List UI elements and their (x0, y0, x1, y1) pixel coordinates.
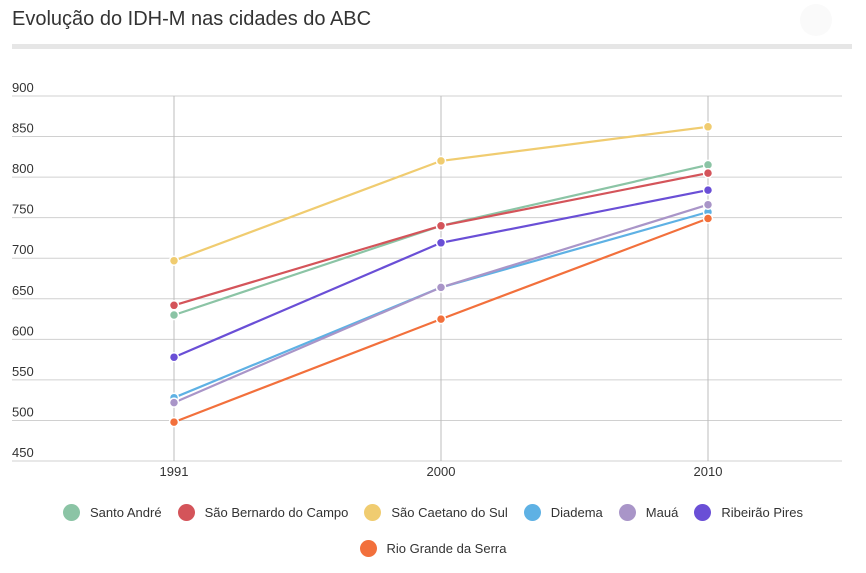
menu-indicator (800, 4, 832, 36)
legend-item: Rio Grande da Serra (359, 539, 507, 557)
legend-item: Mauá (618, 503, 679, 521)
legend-row: Rio Grande da Serra (0, 530, 866, 566)
legend-row: Santo André São Bernardo do Campo São Caet… (0, 494, 866, 530)
legend-label: Diadema (550, 504, 603, 520)
x-tick-label: 2000 (427, 464, 456, 479)
y-tick-label: 450 (12, 445, 34, 460)
data-point (168, 416, 180, 428)
data-point (168, 351, 180, 363)
y-tick-label: 900 (12, 80, 34, 95)
data-point (435, 282, 447, 293)
legend-item: São Bernardo do Campo (177, 503, 349, 521)
legend-swatch (177, 503, 195, 521)
y-tick-label: 600 (12, 323, 34, 338)
legend-label: São Caetano do Sul (391, 504, 508, 520)
legend-label: São Bernardo do Campo (204, 504, 349, 520)
legend-label: Rio Grande da Serra (386, 540, 507, 556)
data-point (702, 213, 714, 224)
legend-swatch (364, 503, 382, 521)
data-point (435, 220, 447, 232)
chart-legend: Santo André São Bernardo do Campo São Caet… (0, 494, 866, 566)
line-chart: 450 500 550 600 650 700 750 800 850 900 1991 2000 2… (12, 80, 842, 479)
chart-grid (12, 95, 842, 462)
data-point (435, 155, 447, 167)
data-point (702, 199, 714, 210)
legend-item: São Caetano do Sul (364, 503, 508, 521)
data-point (702, 184, 714, 196)
data-point (435, 313, 447, 325)
legend-item: Diadema (523, 503, 603, 521)
y-tick-label: 700 (12, 242, 34, 257)
y-tick-label: 800 (12, 161, 34, 176)
chart-series (168, 121, 714, 428)
chart-title: Evolução do IDH-M nas cidades do ABC (12, 8, 372, 30)
y-tick-label: 550 (12, 364, 34, 379)
y-tick-label: 500 (12, 404, 34, 419)
y-tick-label: 850 (12, 121, 34, 136)
legend-swatch (523, 503, 541, 521)
legend-swatch (359, 539, 377, 557)
x-tick-label: 2010 (694, 464, 723, 479)
legend-swatch (63, 503, 81, 521)
legend-swatch (618, 503, 636, 521)
legend-label: Ribeirão Pires (721, 504, 803, 520)
data-point (168, 309, 180, 321)
data-point (435, 237, 447, 249)
legend-item: Ribeirão Pires (694, 503, 803, 521)
legend-swatch (694, 503, 712, 521)
y-tick-label: 750 (12, 202, 34, 217)
data-point (702, 121, 714, 133)
title-divider (12, 44, 852, 49)
data-point (168, 300, 180, 311)
data-point (168, 397, 180, 408)
legend-label: Mauá (645, 504, 679, 520)
x-tick-label: 1991 (160, 464, 189, 479)
data-point (168, 255, 180, 266)
legend-label: Santo André (90, 504, 162, 520)
x-axis: 1991 2000 2010 (160, 464, 723, 479)
legend-item: Santo André (63, 503, 162, 521)
y-axis: 450 500 550 600 650 700 750 800 850 900 (12, 80, 34, 460)
data-point (702, 167, 714, 179)
y-tick-label: 650 (12, 283, 34, 298)
